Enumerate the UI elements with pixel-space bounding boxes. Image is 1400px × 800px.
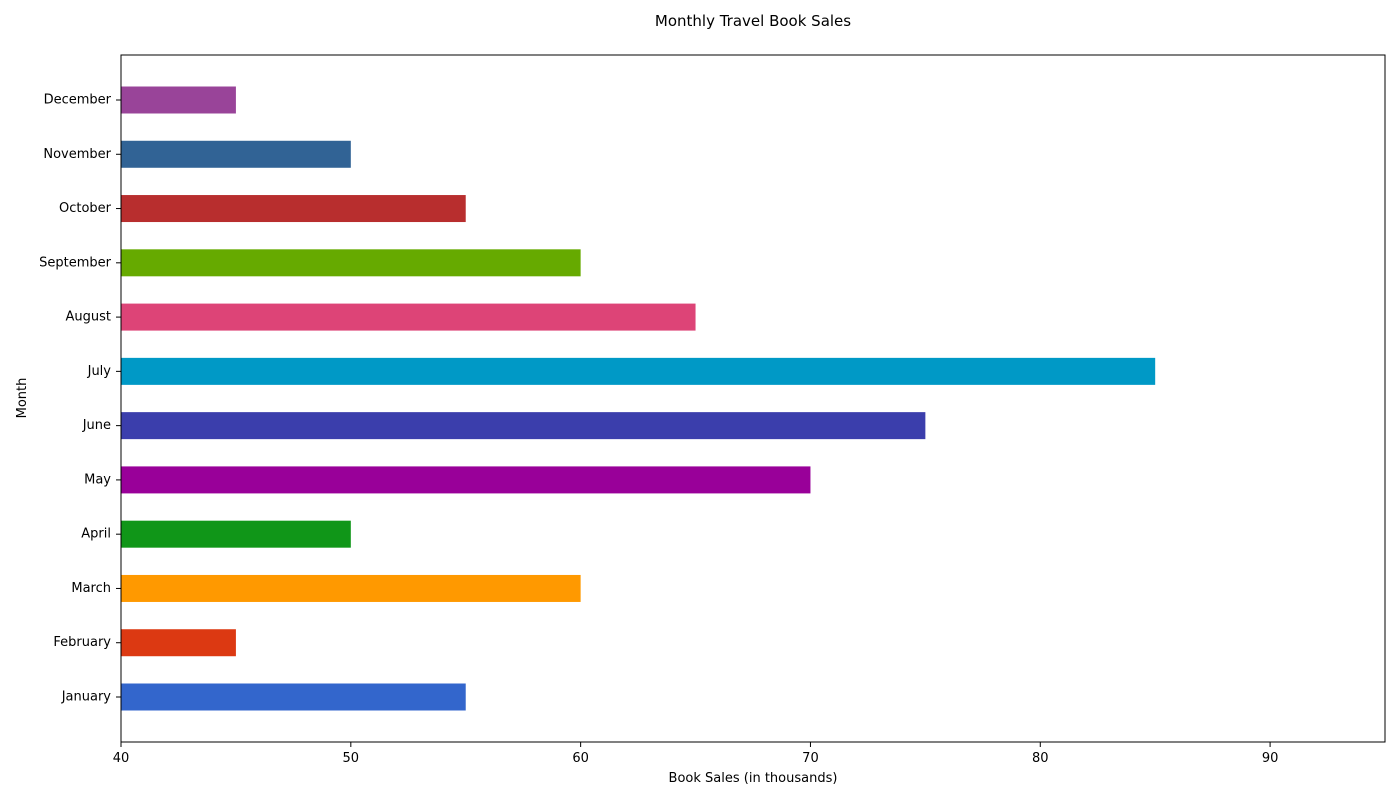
y-tick-label-february: February [53,635,111,650]
bar-march [121,574,581,602]
plot-frame [120,54,1386,743]
bar-august [121,303,696,331]
y-tick-label-september: September [39,255,112,270]
bar-november [121,140,351,168]
bar-june [121,412,926,440]
x-tick-label-80: 80 [1032,751,1049,766]
x-tick-label-60: 60 [572,751,589,766]
x-tick-label-90: 90 [1262,751,1279,766]
y-tick-label-october: October [59,201,112,216]
y-tick-label-january: January [61,690,112,705]
y-tick-label-march: March [71,581,111,596]
y-axis-label: Month [15,378,30,419]
bars-group [121,86,1156,711]
bar-april [121,520,351,548]
y-tick-label-june: June [82,418,111,433]
y-tick-label-may: May [84,472,111,487]
y-tick-label-november: November [43,147,111,162]
x-tick-label-40: 40 [113,751,130,766]
bar-december [121,86,236,114]
bar-may [121,466,811,494]
y-axis-ticks: January February March April May June July Augu… [39,93,121,705]
bar-july [121,357,1156,385]
x-axis-label: Book Sales (in thousands) [669,771,838,786]
bar-october [121,195,466,223]
bar-january [121,683,466,711]
bar-september [121,249,581,277]
y-tick-label-august: August [66,310,112,325]
x-axis-ticks: 40 50 60 70 80 90 [113,742,1279,766]
bar-february [121,629,236,657]
y-tick-label-april: April [81,527,111,542]
y-tick-label-july: July [87,364,112,379]
chart-title: Monthly Travel Book Sales [655,12,851,30]
x-tick-label-50: 50 [343,751,360,766]
x-tick-label-70: 70 [802,751,819,766]
y-tick-label-december: December [44,93,112,108]
